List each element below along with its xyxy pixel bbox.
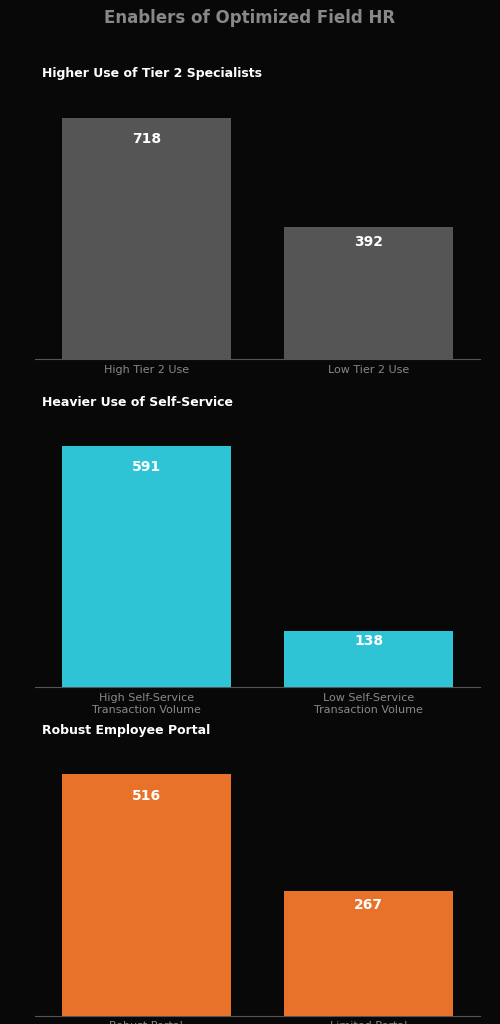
Text: 138: 138: [354, 635, 384, 648]
Text: Heavier Use of Self-Service: Heavier Use of Self-Service: [42, 395, 232, 409]
Text: Robust Employee Portal: Robust Employee Portal: [42, 724, 210, 737]
Text: Enablers of Optimized Field HR: Enablers of Optimized Field HR: [104, 9, 396, 27]
Bar: [284, 631, 454, 687]
Bar: [284, 891, 454, 1016]
Text: 392: 392: [354, 236, 384, 249]
Text: Higher Use of Tier 2 Specialists: Higher Use of Tier 2 Specialists: [42, 68, 262, 80]
Text: 718: 718: [132, 132, 161, 146]
Bar: [62, 446, 231, 687]
Text: 267: 267: [354, 898, 384, 912]
Bar: [62, 774, 231, 1016]
Bar: [62, 118, 231, 359]
Text: 516: 516: [132, 788, 161, 803]
Text: 591: 591: [132, 461, 161, 474]
Bar: [284, 227, 454, 359]
